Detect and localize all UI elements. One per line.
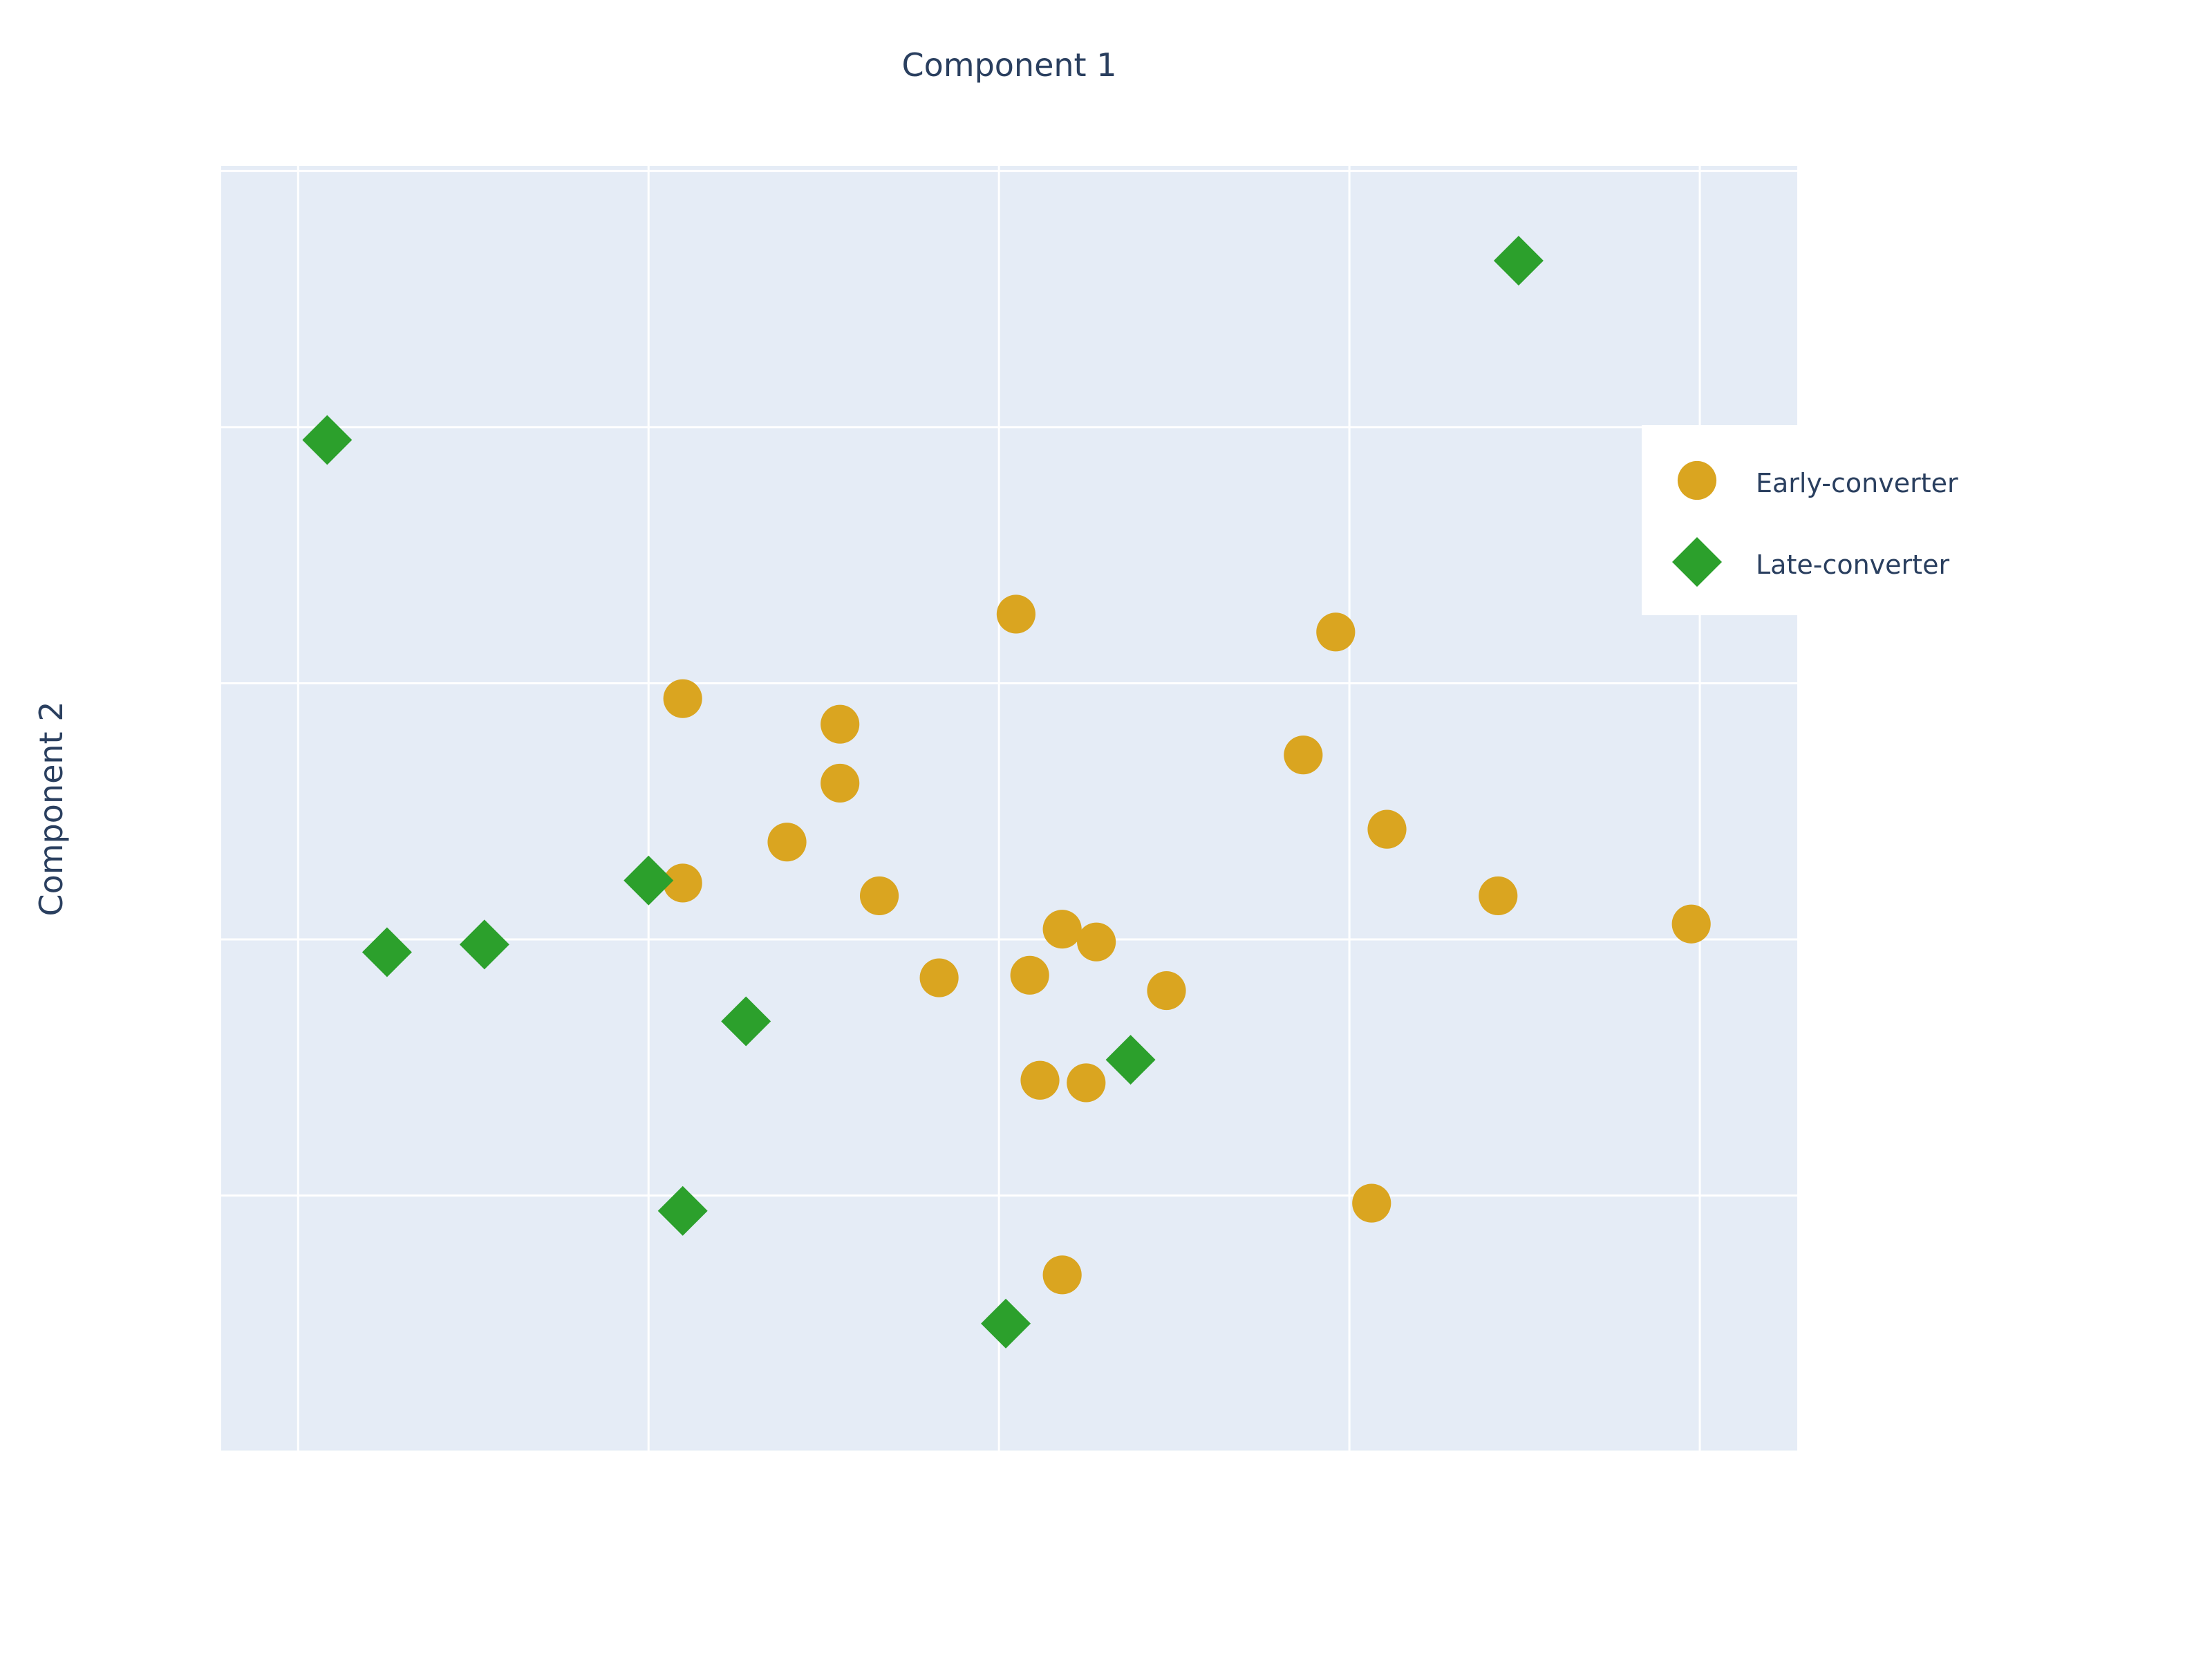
legend-label: Late-converter <box>1756 550 1949 580</box>
early-converter-point <box>663 679 702 718</box>
late-converter-point <box>721 996 771 1047</box>
early-converter-point <box>1020 1060 1060 1100</box>
early-converter-point <box>1010 955 1049 995</box>
early-converter-point <box>1367 809 1407 849</box>
early-converter-point <box>1352 1183 1391 1223</box>
late-converter-point <box>459 919 509 970</box>
early-converter-point <box>919 958 959 997</box>
early-converter-point <box>1077 922 1116 962</box>
series-early-converter <box>663 594 1711 1295</box>
early-converter-point <box>1316 612 1356 652</box>
legend[interactable]: Early-converter Late-converter <box>1642 425 1958 615</box>
early-converter-point <box>1042 1255 1082 1295</box>
legend-box <box>1642 425 1801 615</box>
early-converter-point <box>767 823 807 862</box>
early-converter-point <box>821 704 860 744</box>
legend-label: Early-converter <box>1756 468 1958 498</box>
late-converter-point <box>1493 236 1544 286</box>
legend-item-early-converter[interactable]: Early-converter <box>1677 460 1958 500</box>
early-converter-point <box>1042 910 1082 949</box>
late-converter-point <box>362 927 412 977</box>
early-converter-point <box>1671 904 1711 944</box>
early-converter-point <box>663 863 702 903</box>
data-points <box>302 236 1711 1349</box>
late-converter-point <box>1105 1035 1156 1085</box>
diamond-legend-icon <box>1672 537 1722 587</box>
early-converter-point <box>1479 876 1518 916</box>
legend-item-late-converter[interactable]: Late-converter <box>1672 537 1949 587</box>
late-converter-point <box>302 415 353 465</box>
series-late-converter <box>302 236 1544 1349</box>
early-converter-point <box>1284 735 1323 775</box>
grid-lines <box>221 166 1797 1453</box>
early-converter-point <box>859 876 899 916</box>
x-axis-title: Component 1 <box>902 46 1117 84</box>
y-axis-title: Component 2 <box>32 702 70 917</box>
early-converter-point <box>1067 1063 1106 1103</box>
plot-area <box>221 166 1797 1452</box>
late-converter-point <box>981 1298 1031 1349</box>
late-converter-point <box>657 1185 708 1236</box>
early-converter-point <box>821 763 860 803</box>
late-converter-point <box>624 855 674 906</box>
early-converter-point <box>1147 971 1186 1011</box>
circle-legend-icon <box>1677 460 1717 500</box>
early-converter-point <box>996 594 1035 634</box>
